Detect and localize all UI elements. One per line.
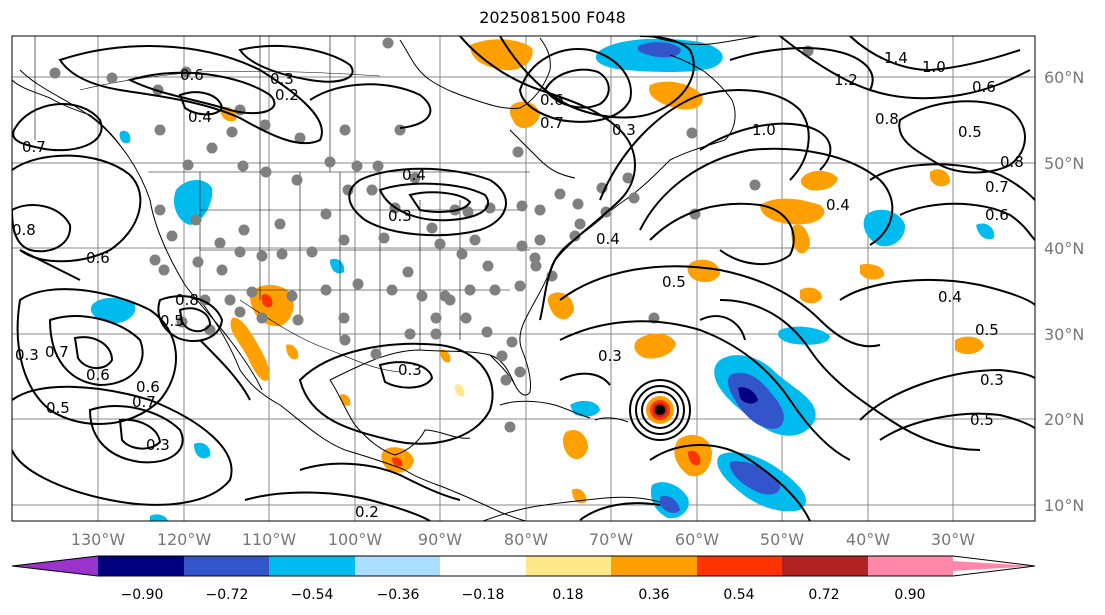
contour-label: 0.4: [826, 196, 850, 214]
contour-label: 0.6: [86, 249, 110, 267]
contour-label: 0.2: [275, 86, 299, 104]
colorbar-segment: [697, 556, 782, 576]
contour-label: 0.8: [12, 221, 36, 239]
lon-label: 40°W: [846, 530, 890, 549]
lon-label: 80°W: [504, 530, 548, 549]
lat-label: 10°N: [1044, 496, 1084, 515]
contour-label: 0.4: [938, 288, 962, 306]
colorbar-segment: [782, 556, 868, 576]
map-frame: [11, 35, 1036, 522]
colorbar-label: 0.54: [723, 587, 754, 603]
contour-label: 0.5: [958, 123, 982, 141]
lat-label: 60°N: [1044, 68, 1084, 87]
contour-label: 0.7: [45, 343, 69, 361]
contour-label: 0.6: [136, 378, 160, 396]
lon-label: 110°W: [242, 530, 297, 549]
colorbar: −0.90 −0.72 −0.54 −0.36 −0.18 0.18 0.36 …: [11, 555, 1036, 603]
lat-label: 20°N: [1044, 410, 1084, 429]
colorbar-segment: [868, 556, 953, 576]
contour-label: 0.3: [980, 371, 1004, 389]
contour-label: 0.3: [388, 207, 412, 225]
contour-label: 0.5: [970, 411, 994, 429]
contour-label: 0.3: [270, 70, 294, 88]
contour-label: 0.5: [46, 399, 70, 417]
colorbar-extend-min: [12, 556, 98, 576]
lon-label: 120°W: [157, 530, 212, 549]
shaded-anomalies: [90, 38, 995, 521]
lon-label: 30°W: [931, 530, 975, 549]
station-dots: [49, 37, 814, 433]
contour-label: 0.6: [985, 206, 1009, 224]
colorbar-segment: [526, 556, 611, 576]
contour-label: 0.8: [875, 110, 899, 128]
contour-label: 1.0: [922, 58, 946, 76]
colorbar-segment: [440, 556, 526, 576]
colorbar-label: 0.90: [894, 587, 925, 603]
contour-label: 0.7: [132, 393, 156, 411]
contour-label: 0.2: [355, 503, 379, 521]
contour-label: 0.6: [972, 78, 996, 96]
contour-label: 0.6: [540, 91, 564, 109]
colorbar-label: −0.18: [462, 587, 505, 603]
colorbar-segment: [184, 556, 269, 576]
contour-label: 0.8: [175, 291, 199, 309]
longitude-labels: 130°W 120°W 110°W 100°W 90°W 80°W 70°W 6…: [71, 530, 975, 549]
colorbar-segment: [269, 556, 355, 576]
contour-label: 0.4: [402, 166, 426, 184]
lon-label: 50°W: [760, 530, 804, 549]
lon-label: 70°W: [589, 530, 633, 549]
colorbar-outline: [11, 555, 1036, 577]
contour-label: 0.7: [985, 178, 1009, 196]
colorbar-label: 0.36: [638, 587, 669, 603]
lon-label: 90°W: [418, 530, 462, 549]
map-title: 2025081500 F048: [479, 8, 626, 27]
contour-label: 0.8: [1000, 153, 1024, 171]
colorbar-label: −0.90: [121, 587, 164, 603]
lon-label: 60°W: [675, 530, 719, 549]
contour-label: 0.7: [22, 138, 46, 156]
lon-label: 130°W: [71, 530, 126, 549]
contour-label: 1.2: [834, 71, 858, 89]
colorbar-label: −0.72: [206, 587, 249, 603]
lat-label: 40°N: [1044, 239, 1084, 258]
contour-label: 0.3: [398, 361, 422, 379]
contour-label: 0.7: [540, 114, 564, 132]
colorbar-segment: [611, 556, 697, 576]
contour-label: 0.4: [596, 230, 620, 248]
lon-label: 100°W: [328, 530, 383, 549]
lat-label: 50°N: [1044, 154, 1084, 173]
contour-label: 1.4: [884, 49, 908, 67]
latitude-labels: 60°N 50°N 40°N 30°N 20°N 10°N: [1044, 68, 1084, 515]
colorbar-segment: [355, 556, 440, 576]
colorbar-label: 0.18: [552, 587, 583, 603]
colorbar-label: −0.36: [377, 587, 420, 603]
contour-label: 0.3: [15, 346, 39, 364]
contour-label: 0.3: [598, 347, 622, 365]
contour-label: 0.3: [146, 436, 170, 454]
contour-lines: [12, 36, 1035, 521]
contour-label: 0.5: [975, 321, 999, 339]
contour-label: 1.0: [752, 121, 776, 139]
coastlines: [12, 36, 761, 521]
contour-label: 0.5: [662, 273, 686, 291]
contour-label: 0.6: [180, 66, 204, 84]
colorbar-segment: [98, 556, 184, 576]
contour-labels: 0.7 0.4 0.2 0.3 0.6 0.5 0.7 0.8 1.0 1.2 …: [12, 49, 1024, 521]
contour-label: 0.6: [86, 366, 110, 384]
contour-label: 0.5: [160, 312, 184, 330]
contour-label: 0.4: [188, 108, 212, 126]
contour-label: 0.3: [612, 121, 636, 139]
lat-label: 30°N: [1044, 325, 1084, 344]
colorbar-label: 0.72: [808, 587, 839, 603]
colorbar-label: −0.54: [291, 587, 334, 603]
